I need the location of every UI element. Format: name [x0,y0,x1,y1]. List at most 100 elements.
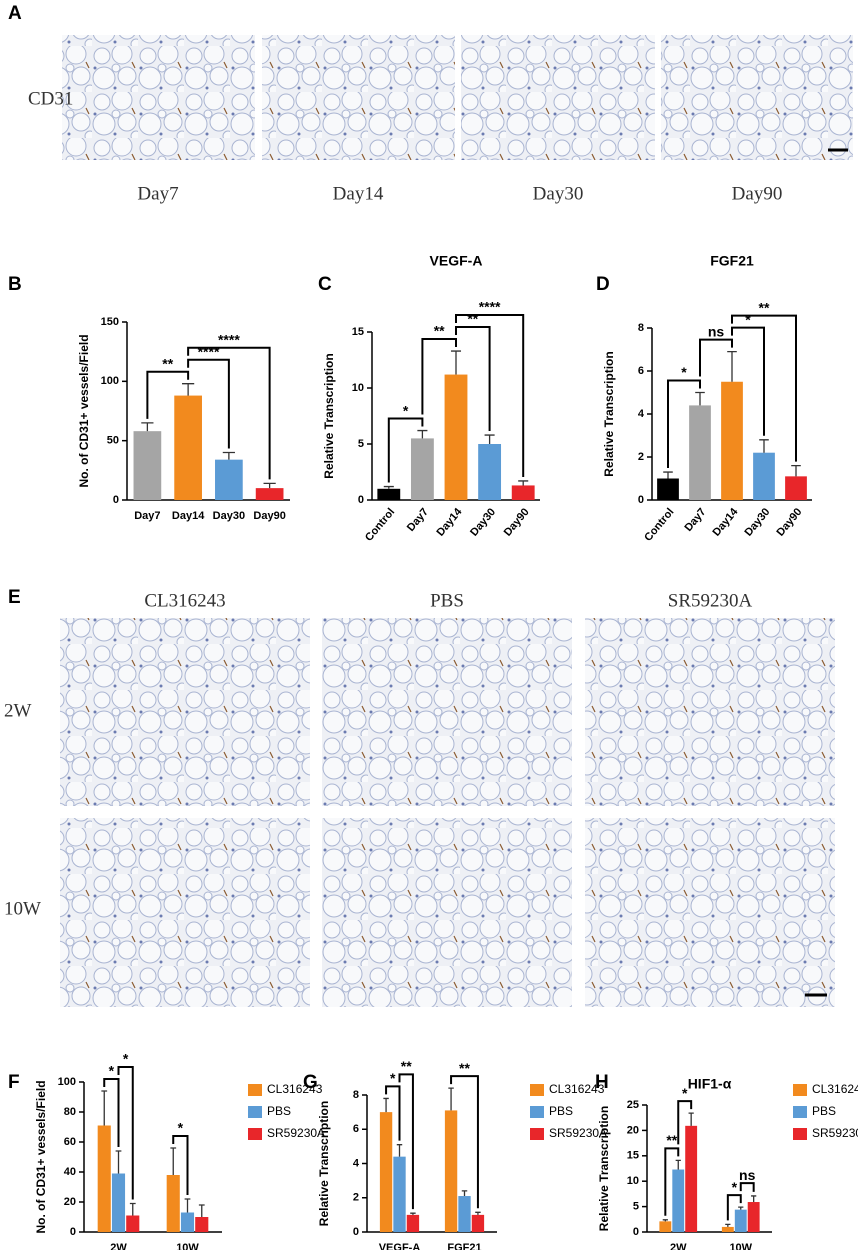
column-label: PBS [430,590,464,611]
bar [195,1217,209,1232]
y-tick-label: 10 [352,382,364,394]
error-bar [383,485,394,489]
significance-label: ** [666,1132,677,1148]
bar [377,488,401,500]
y-tick-label: 2 [638,451,644,463]
y-tick-label: 2 [353,1192,359,1204]
legend-label: PBS [267,1104,291,1118]
y-tick-label: 5 [358,438,364,450]
y-axis-label: Relative Transcription [597,1106,611,1231]
chart-title: FGF21 [710,253,754,269]
legend-label: SR59230A [549,1126,607,1140]
bar [689,405,711,500]
error-bar [101,1090,108,1126]
y-tick-label: 60 [64,1136,76,1148]
legend-swatch [248,1106,262,1118]
bar [166,1175,180,1232]
significance-bracket [739,1182,755,1192]
panel-label: D [596,274,610,295]
significance-bracket [398,1073,414,1210]
row-label: 2W [4,700,32,721]
error-bar [475,1211,481,1215]
error-bar [263,482,276,489]
x-tick-label: Day14 [434,505,465,538]
bar [444,374,468,500]
legend-swatch [793,1128,807,1140]
y-tick-label: 8 [353,1089,359,1101]
significance-bracket [699,338,733,377]
bar [753,452,775,500]
y-tick-label: 4 [638,408,645,420]
x-tick-label: Day7 [682,506,708,534]
significance-bracket [421,338,457,415]
x-tick-label: Day14 [710,505,741,538]
y-tick-label: 0 [113,494,119,506]
significance-label: * [123,1051,129,1067]
bar [471,1214,485,1232]
error-bar [688,1112,694,1126]
significance-bracket [172,1135,189,1195]
bar [721,381,743,500]
bar [379,1112,393,1232]
legend-label: CL316243 [812,1082,858,1096]
bar [785,476,807,500]
error-bar [727,351,737,382]
error-bar [383,1097,389,1113]
error-bar [141,422,154,432]
y-tick-label: 15 [352,326,364,338]
y-tick-label: 15 [627,1150,639,1162]
chart-title: VEGF-A [430,253,483,269]
x-tick-label: Control [642,506,676,544]
significance-bracket [667,379,701,469]
error-bar [675,1159,681,1170]
legend-label: SR59230A [267,1126,325,1140]
significance-label: * [681,364,687,380]
significance-bracket [450,1075,479,1209]
x-tick-label: Day14 [172,510,205,522]
bar [734,1209,747,1232]
x-tick-label: 10W [729,1242,752,1250]
panel-label: A [8,3,22,24]
error-bar [396,1144,403,1157]
bar [215,459,243,500]
significance-label: * [403,402,409,418]
error-bar [184,1198,191,1213]
significance-bracket [146,370,190,419]
significance-label: ** [467,311,478,327]
legend-label: CL316243 [549,1082,605,1096]
y-tick-label: 0 [633,1226,639,1238]
column-label: SR59230A [668,590,753,611]
y-tick-label: 0 [638,494,644,506]
bar [659,1221,672,1232]
bar [747,1202,760,1232]
significance-bracket [103,1078,120,1147]
y-tick-label: 4 [353,1157,360,1169]
bar [133,431,162,500]
y-tick-label: 150 [101,316,119,328]
bar [126,1215,140,1232]
bar [180,1212,195,1232]
column-label: Day7 [137,183,178,204]
error-bar [695,391,705,406]
significance-label: * [732,1179,738,1195]
x-tick-label: 2W [110,1242,127,1250]
x-tick-label: Day7 [405,506,431,534]
bar [657,478,679,500]
bar [672,1169,685,1232]
bar [393,1156,406,1232]
significance-label: ** [401,1058,412,1074]
row-label: 10W [4,898,41,919]
panel-label: C [318,274,332,295]
panel-label: F [8,1072,20,1093]
y-tick-label: 8 [638,322,644,334]
y-tick-label: 6 [353,1123,359,1135]
x-tick-label: 2W [670,1242,687,1250]
column-label: Day30 [533,183,584,204]
y-tick-label: 0 [353,1226,359,1238]
significance-bracket [455,314,525,477]
y-tick-label: 6 [638,365,644,377]
error-bar [662,1219,668,1222]
significance-bracket [677,1100,693,1145]
y-tick-label: 50 [107,435,119,447]
error-bar [791,464,801,477]
